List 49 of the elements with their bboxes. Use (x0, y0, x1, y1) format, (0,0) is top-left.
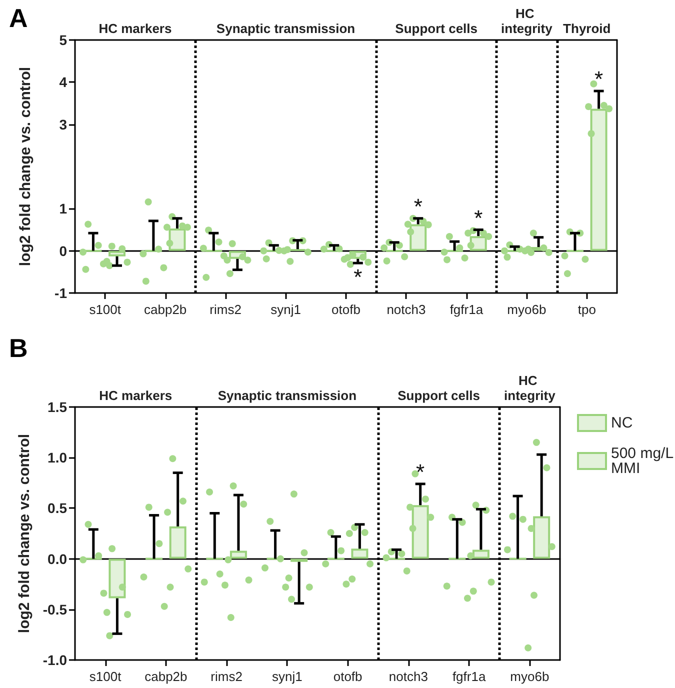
annotation: * (416, 459, 426, 484)
annotation: * (594, 66, 604, 92)
x-tick-label: myo6b (507, 302, 546, 317)
chart-title: A (9, 3, 28, 33)
x-tick-label: s100t (89, 302, 122, 317)
y-tick-label: 0.0 (48, 550, 68, 567)
x-tick-label: cabp2b (144, 669, 188, 684)
y-tick-label: 3 (59, 116, 68, 132)
text: HC markers (99, 388, 172, 403)
x-tick-label: synj1 (270, 302, 301, 317)
text: HC integrity (501, 6, 554, 36)
text: HC markers (98, 21, 172, 36)
x-tick-label: fgfr1a (452, 669, 486, 684)
legend-label: 500 mg/L MMI (611, 445, 675, 477)
x-tick-label: cabp2b (144, 302, 187, 317)
y-tick-label: 1.5 (48, 399, 68, 415)
x-tick-label: myo6b (510, 669, 550, 684)
y-tick-label: 0.5 (48, 500, 68, 516)
y-tick-label: 0 (59, 242, 68, 259)
annotation: * (354, 264, 363, 290)
text: Thyroid (563, 21, 611, 36)
x-tick-label: notch3 (386, 302, 426, 317)
y-tick-label: 1.0 (48, 450, 68, 466)
y-tick-label: -1.0 (42, 652, 68, 668)
x-tick-label: rims2 (210, 669, 242, 684)
x-tick-label: s100t (89, 669, 122, 684)
text: Synaptic transmission (218, 388, 357, 403)
y-axis-title: log2 fold change vs. control (17, 66, 34, 266)
text: Synaptic transmission (216, 21, 356, 36)
y-tick-label: 5 (59, 32, 68, 48)
text: Support cells (395, 21, 478, 36)
y-tick-label: -1 (54, 285, 68, 301)
x-tick-label: otofb (332, 302, 360, 317)
y-tick-label: -0.5 (42, 601, 68, 618)
x-tick-label: rims2 (210, 302, 242, 317)
legend-label: NC (611, 414, 633, 432)
chart-title: B (9, 333, 28, 363)
x-tick-label: tpo (578, 302, 596, 317)
annotation: * (414, 194, 423, 219)
annotation: * (474, 205, 484, 230)
y-tick-label: 1 (59, 200, 68, 217)
y-axis-title: log2 fold change vs. control (16, 434, 33, 634)
x-tick-label: notch3 (388, 669, 428, 684)
text: HC integrity (504, 373, 556, 403)
x-tick-label: fgfr1a (450, 302, 484, 317)
y-tick-label: 4 (59, 74, 68, 90)
x-tick-label: otofb (333, 669, 362, 684)
x-tick-label: synj1 (272, 669, 302, 684)
text: Support cells (398, 388, 480, 403)
